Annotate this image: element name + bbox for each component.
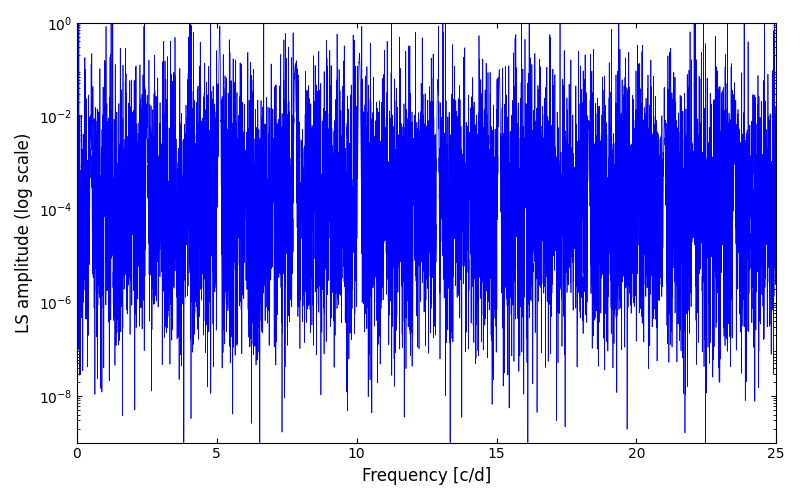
X-axis label: Frequency [c/d]: Frequency [c/d] (362, 467, 491, 485)
Y-axis label: LS amplitude (log scale): LS amplitude (log scale) (15, 132, 33, 333)
